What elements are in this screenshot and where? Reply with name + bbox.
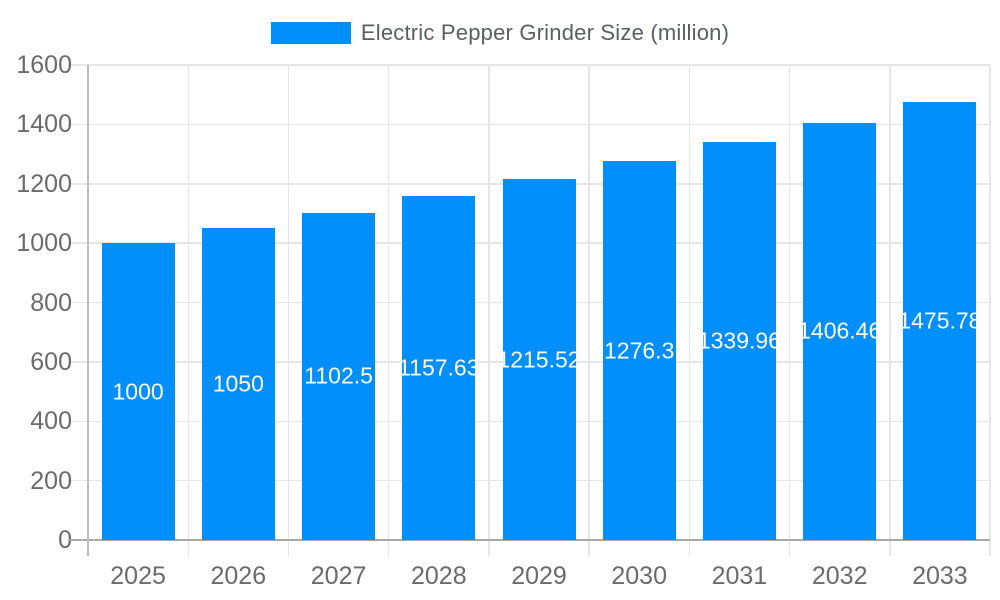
y-gridline [68, 123, 990, 126]
bar-value-label: 1050 [212, 370, 264, 397]
y-axis-tick-label: 600 [30, 347, 72, 376]
x-axis-tick-label: 2026 [210, 562, 267, 590]
bar-value-label: 1475.78 [898, 307, 982, 334]
x-gridline [588, 65, 590, 556]
bar-2032[interactable] [803, 122, 877, 540]
bar-2025[interactable] [101, 243, 175, 540]
legend-color-marker [270, 22, 351, 44]
bar-value-label: 1215.52 [497, 346, 581, 373]
bar-value-label: 1000 [112, 378, 164, 405]
bar-2029[interactable] [502, 179, 576, 540]
y-axis-line [87, 65, 89, 556]
x-gridline [387, 65, 390, 556]
x-axis-tick-label: 2032 [811, 562, 868, 590]
x-axis-tick-label: 2030 [611, 562, 667, 590]
y-axis-tick-label: 1000 [16, 229, 72, 258]
x-gridline [989, 65, 991, 556]
x-gridline [788, 65, 791, 556]
legend-item[interactable]: Electric Pepper Grinder Size (million) [0, 15, 1000, 51]
bar-2033[interactable] [903, 101, 977, 540]
bar-value-label: 1339.96 [697, 327, 781, 354]
x-gridline [187, 65, 189, 556]
bar-2031[interactable] [702, 142, 776, 540]
y-axis-tick-label: 0 [58, 526, 72, 554]
x-gridline [488, 65, 490, 556]
bar-value-label: 1102.5 [304, 362, 373, 389]
x-axis-tick-label: 2029 [511, 562, 567, 590]
x-axis-line [68, 539, 990, 541]
y-gridline [68, 64, 990, 66]
y-axis-tick-label: 200 [30, 466, 72, 495]
x-axis-tick-label: 2031 [711, 562, 768, 590]
bar-value-label: 1406.46 [798, 317, 882, 344]
bar-2027[interactable] [302, 212, 376, 540]
x-axis-tick-label: 2025 [110, 562, 166, 590]
bar-value-label: 1276.3 [604, 337, 675, 363]
legend-label: Electric Pepper Grinder Size (million) [360, 20, 730, 45]
bar-2030[interactable] [602, 161, 676, 540]
x-gridline [688, 65, 691, 556]
y-axis-tick-label: 800 [30, 288, 72, 317]
x-axis-tick-label: 2033 [912, 562, 968, 590]
bar-value-label: 1157.63 [398, 354, 480, 381]
x-gridline [889, 65, 891, 556]
y-axis-tick-label: 1400 [16, 110, 72, 139]
y-axis-tick-label: 1200 [16, 169, 72, 198]
x-axis-tick-label: 2028 [410, 562, 467, 590]
bar-2026[interactable] [201, 228, 275, 540]
bar-2028[interactable] [402, 196, 476, 540]
x-axis-tick-label: 2027 [310, 562, 367, 590]
y-axis-tick-label: 400 [30, 407, 72, 436]
y-axis-tick-label: 1600 [16, 51, 72, 79]
x-gridline [287, 65, 290, 556]
